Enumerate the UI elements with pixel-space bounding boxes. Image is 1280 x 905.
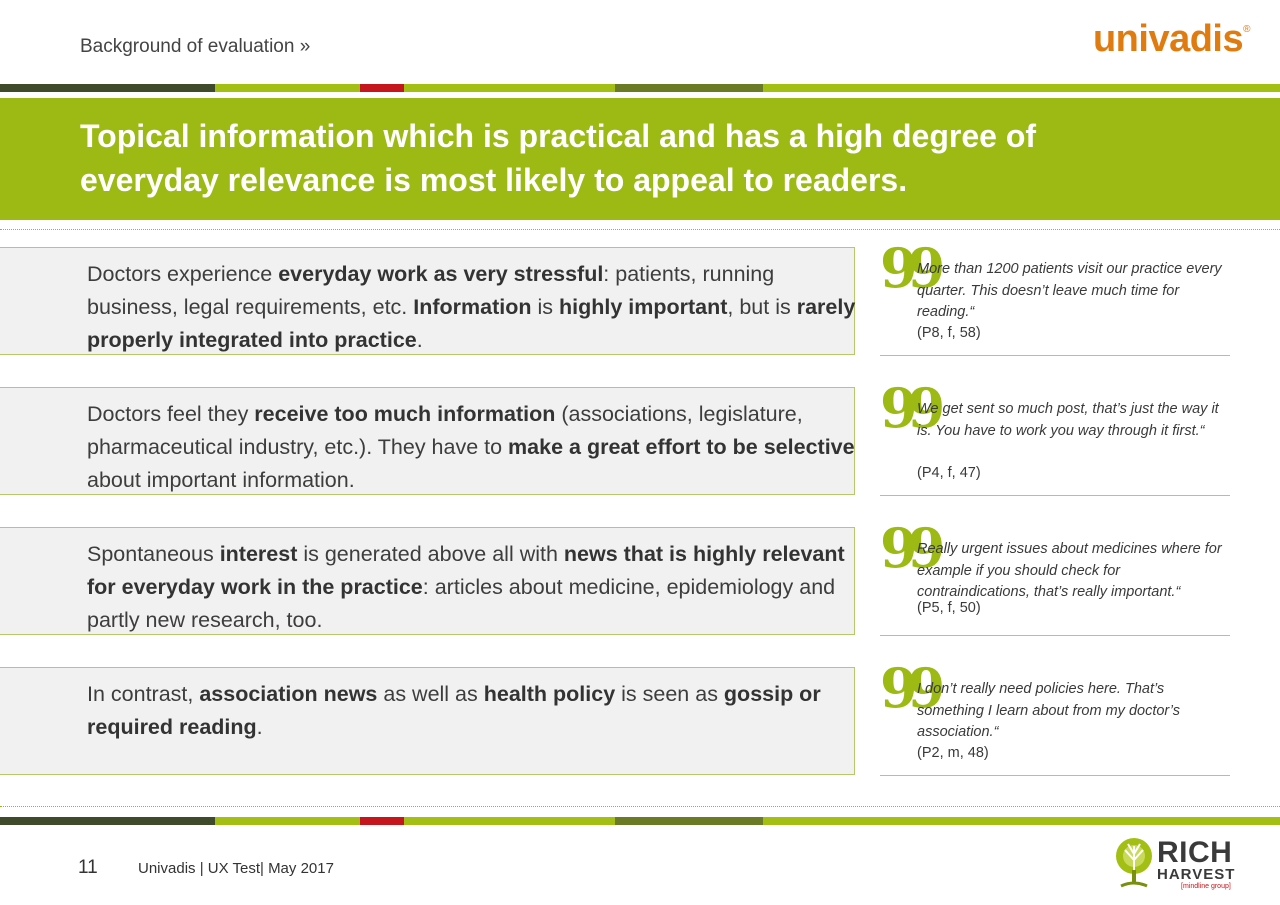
title-line-1: Topical information which is practical a…	[80, 118, 1037, 154]
statement-segment: , but is	[727, 295, 797, 319]
emphasis-text: highly important	[558, 295, 728, 319]
statement-segment: Spontaneous	[87, 542, 220, 566]
quote-source: (P4, f, 47)	[917, 465, 981, 481]
quote-block: 99 I don’t really need policies here. Th…	[880, 661, 1230, 776]
univadis-logo: univadis®	[1092, 18, 1251, 61]
rich-harvest-logo: RICH HARVEST [mindline group]	[1113, 836, 1253, 892]
emphasis-text: health policy	[483, 682, 616, 706]
title-banner: Topical information which is practical a…	[0, 98, 1280, 220]
quote-text: I don’t really need policies here. That’…	[917, 681, 1181, 740]
quote-text: We get sent so much post, that’s just th…	[917, 401, 1219, 439]
statement-segment: is	[531, 295, 559, 319]
statement-segment: (associations, legislature, pharmaceutic…	[87, 402, 803, 459]
logo-group: [mindline group]	[1181, 883, 1231, 890]
logo-word-rich: RICH	[1157, 836, 1233, 869]
tree-icon	[1116, 838, 1152, 888]
divider-bottom	[0, 806, 1280, 807]
statement-segment: : patients, running business, legal requ…	[87, 262, 775, 319]
title-line-2: everyday relevance is most likely to app…	[80, 162, 908, 198]
statement-box: Doctors feel they receive too much infor…	[0, 387, 855, 495]
quote-mark-icon: 99	[880, 376, 945, 440]
quote-block: 99 We get sent so much post, that’s just…	[880, 381, 1230, 496]
statement-box: Spontaneous interest is generated above …	[0, 527, 855, 635]
emphasis-text: news that is highly relevant for everyda…	[87, 542, 845, 599]
emphasis-text: Information	[413, 295, 532, 319]
brand-name: univadis	[1092, 18, 1244, 60]
statement-text: In contrast, association news as well as…	[87, 678, 857, 744]
emphasis-text: receive too much information	[254, 402, 556, 426]
statement-box: Doctors experience everyday work as very…	[0, 247, 855, 355]
emphasis-text: association news	[199, 682, 378, 706]
statement-segment: is generated above all with	[297, 542, 564, 566]
emphasis-text: everyday work as very stressful	[278, 262, 604, 286]
divider-top	[0, 229, 1280, 230]
quote-mark-icon: 99	[880, 656, 945, 720]
statement-text: Doctors experience everyday work as very…	[87, 258, 857, 357]
quote-block: 99 Really urgent issues about medicines …	[880, 521, 1230, 636]
logo-word-harvest: HARVEST	[1157, 866, 1236, 883]
emphasis-text: gossip or required reading	[87, 682, 821, 739]
emphasis-text: interest	[219, 542, 298, 566]
quote-text: More than 1200 patients visit our practi…	[917, 261, 1222, 320]
statement-text: Spontaneous interest is generated above …	[87, 538, 857, 637]
top-stripe	[0, 84, 1280, 92]
statement-segment: : articles about medicine, epidemiology …	[87, 575, 836, 632]
registered-mark: ®	[1243, 24, 1250, 35]
quote-text: Really urgent issues about medicines whe…	[917, 541, 1222, 600]
page-number: 11	[78, 857, 98, 878]
quote-block: 99 More than 1200 patients visit our pra…	[880, 241, 1230, 356]
breadcrumb: Background of evaluation »	[80, 36, 311, 57]
emphasis-text: rarely properly integrated into practice	[87, 295, 856, 352]
statement-segment: as well as	[377, 682, 484, 706]
statement-segment: Doctors feel they	[87, 402, 255, 426]
statement-segment: In contrast,	[87, 682, 200, 706]
statement-segment: Doctors experience	[87, 262, 279, 286]
slide-title: Topical information which is practical a…	[80, 114, 1230, 202]
quote-mark-icon: 99	[880, 236, 945, 300]
statement-segment: is seen as	[615, 682, 724, 706]
statement-text: Doctors feel they receive too much infor…	[87, 398, 857, 497]
bottom-stripe	[0, 817, 1280, 825]
emphasis-text: make a great effort to be selective	[508, 435, 855, 459]
footer-text: Univadis | UX Test| May 2017	[138, 860, 334, 877]
quote-source: (P5, f, 50)	[917, 600, 981, 616]
statement-segment: about important information.	[87, 468, 355, 492]
quote-source: (P2, m, 48)	[917, 745, 989, 761]
statement-box: In contrast, association news as well as…	[0, 667, 855, 775]
quote-source: (P8, f, 58)	[917, 325, 981, 341]
statement-segment: .	[256, 715, 263, 739]
quote-mark-icon: 99	[880, 516, 945, 580]
statement-segment: .	[416, 328, 423, 352]
